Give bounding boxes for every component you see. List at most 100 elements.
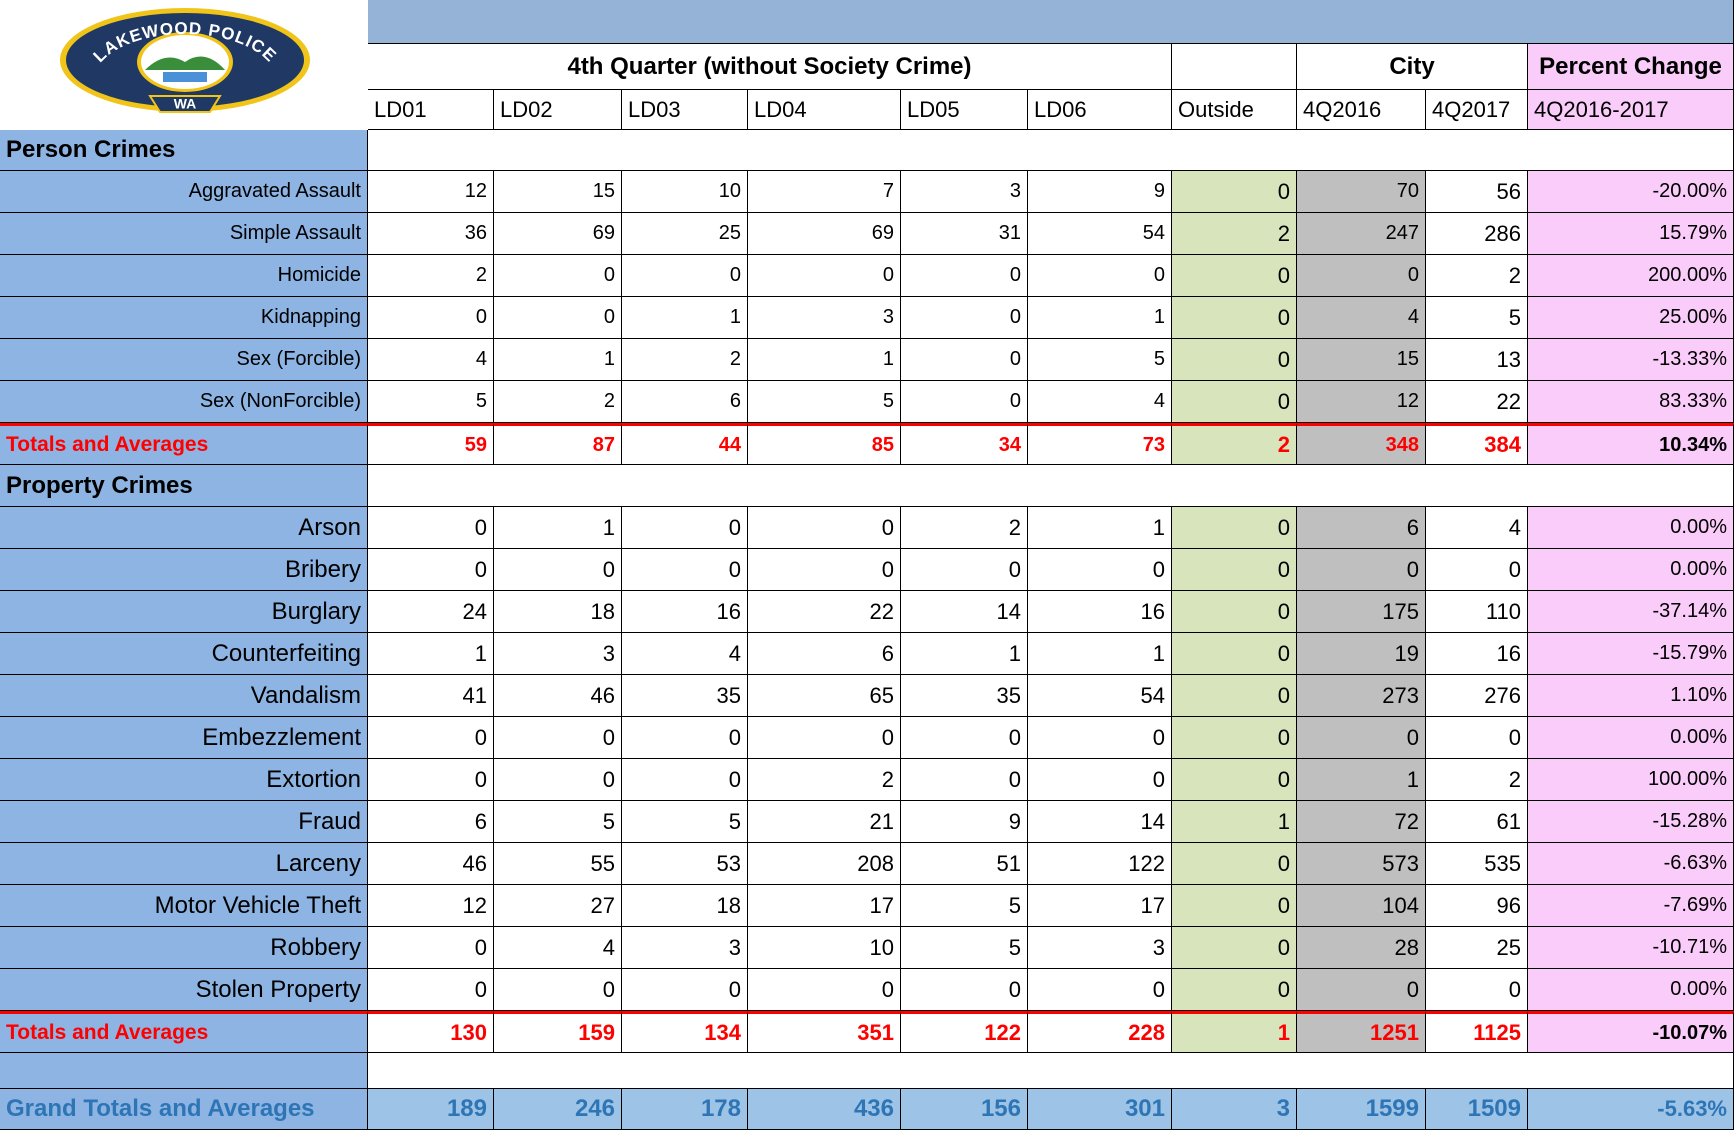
crime-count: 12: [368, 885, 494, 927]
crime-count: 2: [1426, 255, 1528, 297]
crime-count: 5: [748, 381, 901, 423]
crime-count: 2: [748, 759, 901, 801]
crime-count: 16: [1426, 633, 1528, 675]
crime-count: 15: [494, 171, 622, 213]
crime-count: 1: [1028, 507, 1172, 549]
crime-count: 12: [368, 171, 494, 213]
crime-count: 3: [622, 927, 748, 969]
crime-count: 0: [1028, 549, 1172, 591]
crime-count: 0: [368, 717, 494, 759]
crime-count: 1: [1028, 633, 1172, 675]
crime-count: 0: [494, 969, 622, 1011]
section-blank: [368, 465, 1734, 507]
crime-count: 3: [494, 633, 622, 675]
crime-count: 31: [901, 213, 1028, 255]
percent-change: 25.00%: [1528, 297, 1734, 339]
total-value: 384: [1426, 423, 1528, 465]
crime-count: 14: [1028, 801, 1172, 843]
crime-count: 0: [494, 759, 622, 801]
spacer-row: [368, 1053, 1734, 1089]
column-header: LD06: [1028, 90, 1172, 130]
crime-count: 10: [622, 171, 748, 213]
total-value: 130: [368, 1011, 494, 1053]
crime-count: 1: [1297, 759, 1426, 801]
total-change: -10.07%: [1528, 1011, 1734, 1053]
crime-count: 0: [1172, 717, 1297, 759]
badge-water: [163, 72, 207, 82]
crime-count: 0: [368, 927, 494, 969]
crime-count: 0: [901, 549, 1028, 591]
crime-count: 0: [1172, 255, 1297, 297]
crime-count: 46: [368, 843, 494, 885]
percent-change: 1.10%: [1528, 675, 1734, 717]
crime-count: 0: [748, 255, 901, 297]
percent-change: 0.00%: [1528, 717, 1734, 759]
crime-count: 1: [494, 339, 622, 381]
crime-count: 9: [901, 801, 1028, 843]
crime-count: 5: [1426, 297, 1528, 339]
crime-count: 16: [622, 591, 748, 633]
total-value: 1125: [1426, 1011, 1528, 1053]
total-value: 59: [368, 423, 494, 465]
header-band: [368, 0, 1734, 44]
crime-count: 41: [368, 675, 494, 717]
crime-count: 10: [748, 927, 901, 969]
crime-count: 0: [1172, 969, 1297, 1011]
crime-label: Sex (Forcible): [0, 339, 368, 381]
percent-change: -13.33%: [1528, 339, 1734, 381]
percent-change: -15.79%: [1528, 633, 1734, 675]
grand-total-value: 1599: [1297, 1089, 1426, 1130]
crime-count: 273: [1297, 675, 1426, 717]
section-header: Property Crimes: [0, 465, 368, 507]
percent-change: -37.14%: [1528, 591, 1734, 633]
percent-change: 100.00%: [1528, 759, 1734, 801]
crime-count: 0: [1028, 969, 1172, 1011]
crime-count: 0: [622, 717, 748, 759]
grand-total-value: 189: [368, 1089, 494, 1130]
crime-count: 0: [748, 969, 901, 1011]
total-value: 2: [1172, 423, 1297, 465]
crime-label: Homicide: [0, 255, 368, 297]
percent-change: -15.28%: [1528, 801, 1734, 843]
crime-label: Simple Assault: [0, 213, 368, 255]
crime-count: 0: [1172, 759, 1297, 801]
percent-change: 15.79%: [1528, 213, 1734, 255]
crime-count: 13: [1426, 339, 1528, 381]
crime-count: 7: [748, 171, 901, 213]
percent-change: 0.00%: [1528, 507, 1734, 549]
crime-count: 1: [1172, 801, 1297, 843]
crime-count: 1: [494, 507, 622, 549]
crime-count: 0: [1172, 381, 1297, 423]
crime-count: 5: [901, 885, 1028, 927]
crime-count: 122: [1028, 843, 1172, 885]
crime-count: 0: [1028, 255, 1172, 297]
crime-label: Sex (NonForcible): [0, 381, 368, 423]
column-header: 4Q2016-2017: [1528, 90, 1734, 130]
total-change: 10.34%: [1528, 423, 1734, 465]
crime-count: 0: [1172, 297, 1297, 339]
crime-count: 0: [622, 549, 748, 591]
crime-count: 15: [1297, 339, 1426, 381]
crime-count: 0: [1297, 255, 1426, 297]
crime-count: 0: [1172, 633, 1297, 675]
crime-label: Counterfeiting: [0, 633, 368, 675]
crime-count: 1: [1028, 297, 1172, 339]
grand-total-value: 301: [1028, 1089, 1172, 1130]
crime-count: 72: [1297, 801, 1426, 843]
crime-count: 0: [1028, 717, 1172, 759]
crime-count: 5: [1028, 339, 1172, 381]
crime-label: Embezzlement: [0, 717, 368, 759]
crime-count: 0: [494, 549, 622, 591]
crime-count: 0: [494, 255, 622, 297]
crime-label: Robbery: [0, 927, 368, 969]
total-value: 44: [622, 423, 748, 465]
crime-count: 1: [368, 633, 494, 675]
grand-total-value: 246: [494, 1089, 622, 1130]
crime-count: 573: [1297, 843, 1426, 885]
crime-count: 25: [1426, 927, 1528, 969]
crime-count: 4: [622, 633, 748, 675]
crime-count: 1: [748, 339, 901, 381]
badge-banner: [148, 95, 222, 113]
crime-count: 54: [1028, 675, 1172, 717]
total-value: 122: [901, 1011, 1028, 1053]
